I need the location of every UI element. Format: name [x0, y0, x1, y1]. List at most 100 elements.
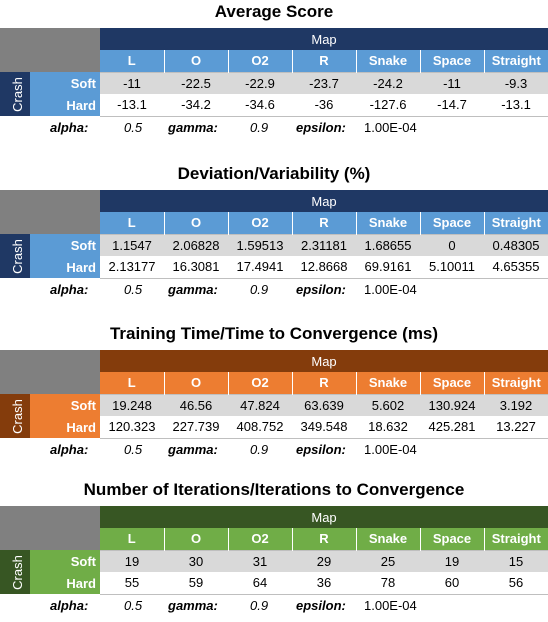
epsilon-value: 1.00E-04	[364, 282, 417, 297]
row-label-hard: Hard	[30, 256, 100, 278]
table-row: Crash Soft 19.248 46.56 47.824 63.639 5.602 130…	[0, 393, 548, 438]
table-cell[interactable]: 1.1547	[100, 233, 164, 256]
table-cell[interactable]: 4.65355	[484, 256, 548, 279]
table-cell[interactable]: 19	[420, 549, 484, 572]
epsilon-value: 1.00E-04	[364, 442, 417, 457]
table-cell[interactable]: 19.248	[100, 393, 164, 416]
epsilon-label: epsilon:	[296, 442, 346, 457]
table-cell[interactable]: 0	[420, 233, 484, 256]
table-cell[interactable]: 19	[100, 549, 164, 572]
column-header-r: R	[292, 372, 357, 394]
table-cell[interactable]: 408.752	[228, 416, 292, 439]
table-cell[interactable]: 5.602	[356, 393, 420, 416]
corner-cell	[0, 190, 100, 234]
table-cell[interactable]: -22.5	[164, 71, 228, 94]
table-cell[interactable]: -36	[292, 94, 356, 117]
table-cell[interactable]: 25	[356, 549, 420, 572]
table-cell[interactable]: -34.6	[228, 94, 292, 117]
column-header-o: O	[164, 212, 229, 234]
table-cell[interactable]: 12.8668	[292, 256, 356, 279]
corner-cell	[0, 28, 100, 72]
table-cell[interactable]: 0.48305	[484, 233, 548, 256]
column-header-snake: Snake	[356, 212, 421, 234]
table-cell[interactable]: 17.4941	[228, 256, 292, 279]
table-cell[interactable]: 47.824	[228, 393, 292, 416]
data-table: Map L O O2 R Snake Space Straight Crash Soft 19 30 3…	[0, 506, 548, 595]
data-table: Map L O O2 R Snake Space Straight Crash Soft 19.24…	[0, 350, 548, 439]
alpha-label: alpha:	[50, 442, 89, 457]
corner-cell	[0, 506, 100, 550]
table-cell[interactable]: -9.3	[484, 71, 548, 94]
row-label-hard: Hard	[30, 94, 100, 116]
map-header: Map	[100, 350, 548, 372]
table-cell[interactable]: 18.632	[356, 416, 420, 439]
table-cell[interactable]: -127.6	[356, 94, 420, 117]
table-cell[interactable]: -24.2	[356, 71, 420, 94]
parameters-row: alpha: 0.5 gamma: 0.9 epsilon: 1.00E-04	[0, 280, 548, 302]
table-cell[interactable]: 69.9161	[356, 256, 420, 279]
column-header-o: O	[164, 372, 229, 394]
table-cell[interactable]: 3.192	[484, 393, 548, 416]
table-cell[interactable]: 31	[228, 549, 292, 572]
table-cell[interactable]: -23.7	[292, 71, 356, 94]
table-cell[interactable]: 120.323	[100, 416, 164, 439]
table-cell[interactable]: 59	[164, 572, 228, 595]
row-label-soft: Soft	[30, 72, 100, 94]
table-cell[interactable]: 130.924	[420, 393, 484, 416]
data-table: Map L O O2 R Snake Space Straight Crash Soft -11 -2…	[0, 28, 548, 117]
table-cell[interactable]: 60	[420, 572, 484, 595]
epsilon-label: epsilon:	[296, 598, 346, 613]
table-cell[interactable]: 64	[228, 572, 292, 595]
table-cell[interactable]: -34.2	[164, 94, 228, 117]
table-cell[interactable]: 2.13177	[100, 256, 164, 279]
table-cell[interactable]: 56	[484, 572, 548, 595]
table-cell[interactable]: 29	[292, 549, 356, 572]
table-cell[interactable]: 15	[484, 549, 548, 572]
column-header-r: R	[292, 212, 357, 234]
table-cell[interactable]: -13.1	[484, 94, 548, 117]
column-header-o2: O2	[228, 50, 293, 72]
table-cell[interactable]: 46.56	[164, 393, 228, 416]
table-cell[interactable]: 2.31181	[292, 233, 356, 256]
table-cell[interactable]: 349.548	[292, 416, 356, 439]
data-table: Map L O O2 R Snake Space Straight Crash Soft 1.154…	[0, 190, 548, 279]
alpha-value: 0.5	[124, 442, 143, 457]
table-row: Hard 120.323 227.739 408.752 349.548 18.632 42…	[0, 416, 548, 439]
table-cell[interactable]: 36	[292, 572, 356, 595]
table-cell[interactable]: 63.639	[292, 393, 356, 416]
column-header-l: L	[100, 528, 165, 550]
gamma-label: gamma:	[168, 282, 218, 297]
table-cell[interactable]: -22.9	[228, 71, 292, 94]
column-header-l: L	[100, 212, 165, 234]
table-cell[interactable]: -14.7	[420, 94, 484, 117]
table-cell[interactable]: 2.06828	[164, 233, 228, 256]
crash-label: Crash	[0, 72, 30, 116]
table-row: Hard 2.13177 16.3081 17.4941 12.8668 69.9161 5…	[0, 256, 548, 279]
parameters-row: alpha: 0.5 gamma: 0.9 epsilon: 1.00E-04	[0, 596, 548, 618]
epsilon-value: 1.00E-04	[364, 120, 417, 135]
table-cell[interactable]: 227.739	[164, 416, 228, 439]
table-cell[interactable]: 425.281	[420, 416, 484, 439]
table-cell[interactable]: -13.1	[100, 94, 164, 117]
table-cell[interactable]: 1.68655	[356, 233, 420, 256]
table-cell[interactable]: -11	[100, 71, 164, 94]
row-label-hard: Hard	[30, 416, 100, 438]
table-cell[interactable]: 55	[100, 572, 164, 595]
table-cell[interactable]: 78	[356, 572, 420, 595]
table-cell[interactable]: 1.59513	[228, 233, 292, 256]
table-title: Deviation/Variability (%)	[177, 164, 371, 183]
column-header-space: Space	[420, 50, 485, 72]
table-cell[interactable]: 30	[164, 549, 228, 572]
gamma-label: gamma:	[168, 120, 218, 135]
row-label-hard: Hard	[30, 572, 100, 594]
table-cell[interactable]: -11	[420, 71, 484, 94]
table-cell[interactable]: 16.3081	[164, 256, 228, 279]
table-cell[interactable]: 13.227	[484, 416, 548, 439]
column-header-l: L	[100, 50, 165, 72]
column-header-straight: Straight	[484, 372, 548, 394]
epsilon-label: epsilon:	[296, 282, 346, 297]
table-cell[interactable]: 5.10011	[420, 256, 484, 279]
table-row: Hard -13.1 -34.2 -34.6 -36 -127.6 -14.7 -13.1	[0, 94, 548, 117]
parameters-row: alpha: 0.5 gamma: 0.9 epsilon: 1.00E-04	[0, 118, 548, 140]
column-header-o2: O2	[228, 528, 293, 550]
